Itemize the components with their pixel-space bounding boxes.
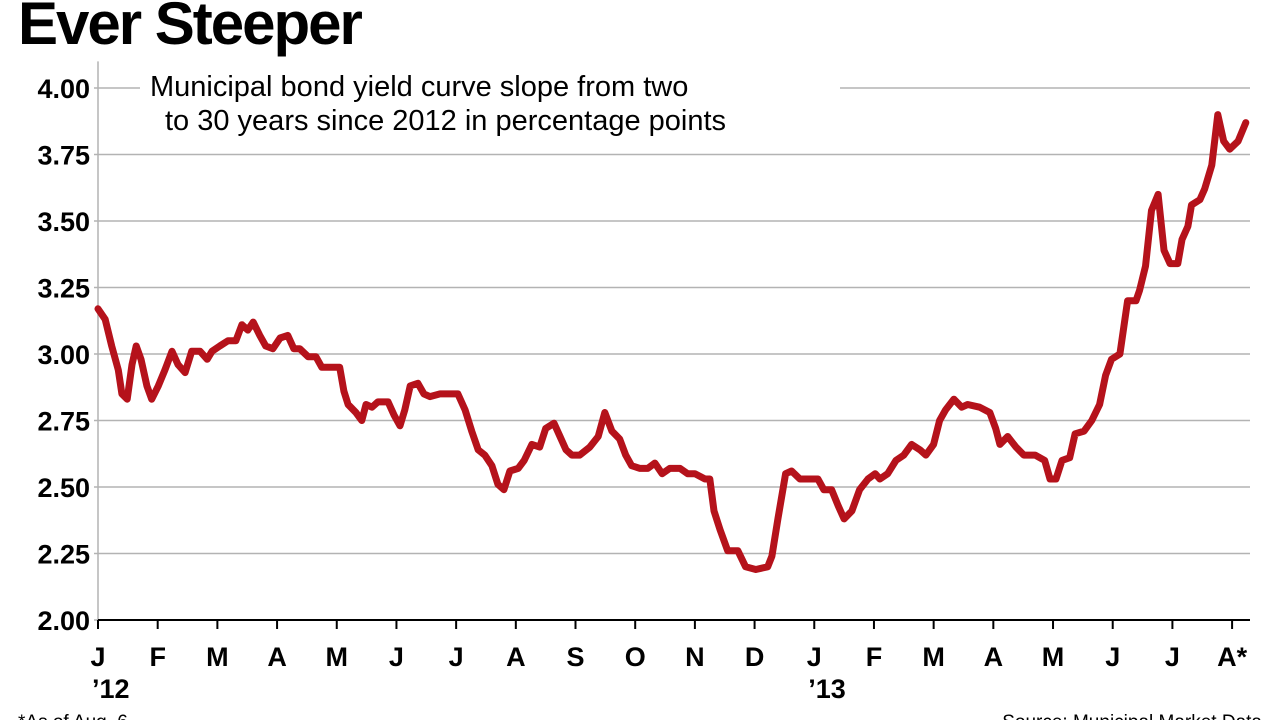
x-tick-label: N bbox=[685, 642, 705, 672]
chart-title: Ever Steeper bbox=[18, 0, 363, 57]
x-tick-label: D bbox=[745, 642, 765, 672]
y-tick-label: 2.00 bbox=[37, 606, 90, 636]
x-tick-label: A bbox=[506, 642, 526, 672]
x-tick-label: J bbox=[1105, 642, 1120, 672]
y-tick-label: 3.00 bbox=[37, 340, 90, 370]
x-tick-label: J bbox=[1165, 642, 1180, 672]
x-tick-label: M bbox=[326, 642, 349, 672]
x-tick-label: J bbox=[449, 642, 464, 672]
y-tick-label: 4.00 bbox=[37, 74, 90, 104]
x-tick-label: M bbox=[206, 642, 229, 672]
footnote: *As of Aug. 6 bbox=[18, 712, 128, 720]
y-tick-label: 3.75 bbox=[37, 141, 90, 171]
x-tick-label: A bbox=[984, 642, 1004, 672]
x-tick-label: A bbox=[267, 642, 287, 672]
y-tick-label: 2.25 bbox=[37, 540, 90, 570]
chart-subtitle: Municipal bond yield curve slope from tw… bbox=[150, 71, 688, 103]
y-tick-label: 3.50 bbox=[37, 207, 90, 237]
data-line bbox=[94, 111, 1250, 573]
year-label: ’13 bbox=[808, 674, 846, 704]
x-tick-label: J bbox=[807, 642, 822, 672]
subtitle-backing bbox=[140, 64, 840, 140]
x-tick-label: O bbox=[625, 642, 646, 672]
x-tick-label: S bbox=[567, 642, 585, 672]
x-tick-label: M bbox=[922, 642, 945, 672]
y-tick-label: 2.50 bbox=[37, 473, 90, 503]
x-tick-label: J bbox=[90, 642, 105, 672]
year-label: ’12 bbox=[92, 674, 130, 704]
y-tick-label: 3.25 bbox=[37, 274, 90, 304]
x-tick-label: A* bbox=[1217, 642, 1247, 672]
x-tick-label: J bbox=[389, 642, 404, 672]
y-tick-label: 2.75 bbox=[37, 407, 90, 437]
source: Source: Municipal Market Data bbox=[1002, 712, 1262, 720]
x-tick-label: M bbox=[1042, 642, 1065, 672]
x-tick-label: F bbox=[149, 642, 166, 672]
x-tick-label: F bbox=[866, 642, 883, 672]
chart-subtitle: to 30 years since 2012 in percentage poi… bbox=[165, 105, 726, 137]
